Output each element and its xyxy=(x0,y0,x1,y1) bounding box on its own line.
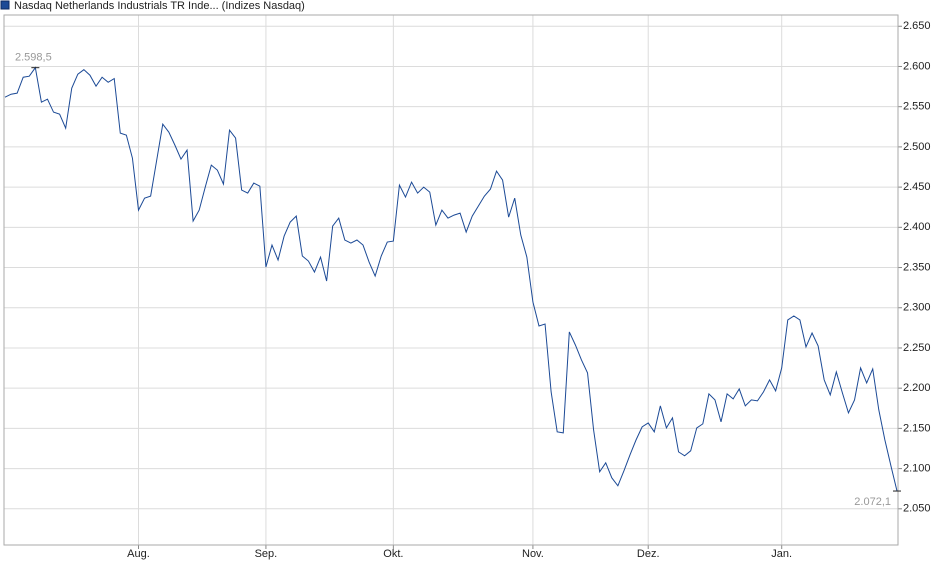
y-tick-label: 2.400 xyxy=(903,221,931,233)
x-tick-label: Jan. xyxy=(771,548,792,560)
y-tick-label: 2.300 xyxy=(903,302,931,314)
y-tick-label: 2.600 xyxy=(903,60,931,72)
x-tick-label: Sep. xyxy=(255,548,278,560)
y-tick-label: 2.450 xyxy=(903,181,931,193)
y-tick-label: 2.350 xyxy=(903,261,931,273)
legend-label: Nasdaq Netherlands Industrials TR Inde..… xyxy=(14,0,305,12)
x-tick-label: Dez. xyxy=(637,548,660,560)
y-tick-label: 2.650 xyxy=(903,20,931,32)
y-tick-label: 2.050 xyxy=(903,503,931,515)
value-label: 2.072,1 xyxy=(854,496,891,508)
y-tick-label: 2.200 xyxy=(903,382,931,394)
y-tick-label: 2.550 xyxy=(903,101,931,113)
y-tick-label: 2.100 xyxy=(903,463,931,475)
y-tick-label: 2.250 xyxy=(903,342,931,354)
y-tick-label: 2.500 xyxy=(903,141,931,153)
y-tick-label: 2.150 xyxy=(903,422,931,434)
price-line xyxy=(4,66,898,492)
legend-swatch xyxy=(0,0,10,10)
x-tick-label: Okt. xyxy=(383,548,403,560)
value-label: 2.598,5 xyxy=(15,52,52,64)
plot-frame xyxy=(3,14,899,546)
x-tick-label: Aug. xyxy=(127,548,150,560)
x-tick-label: Nov. xyxy=(522,548,544,560)
